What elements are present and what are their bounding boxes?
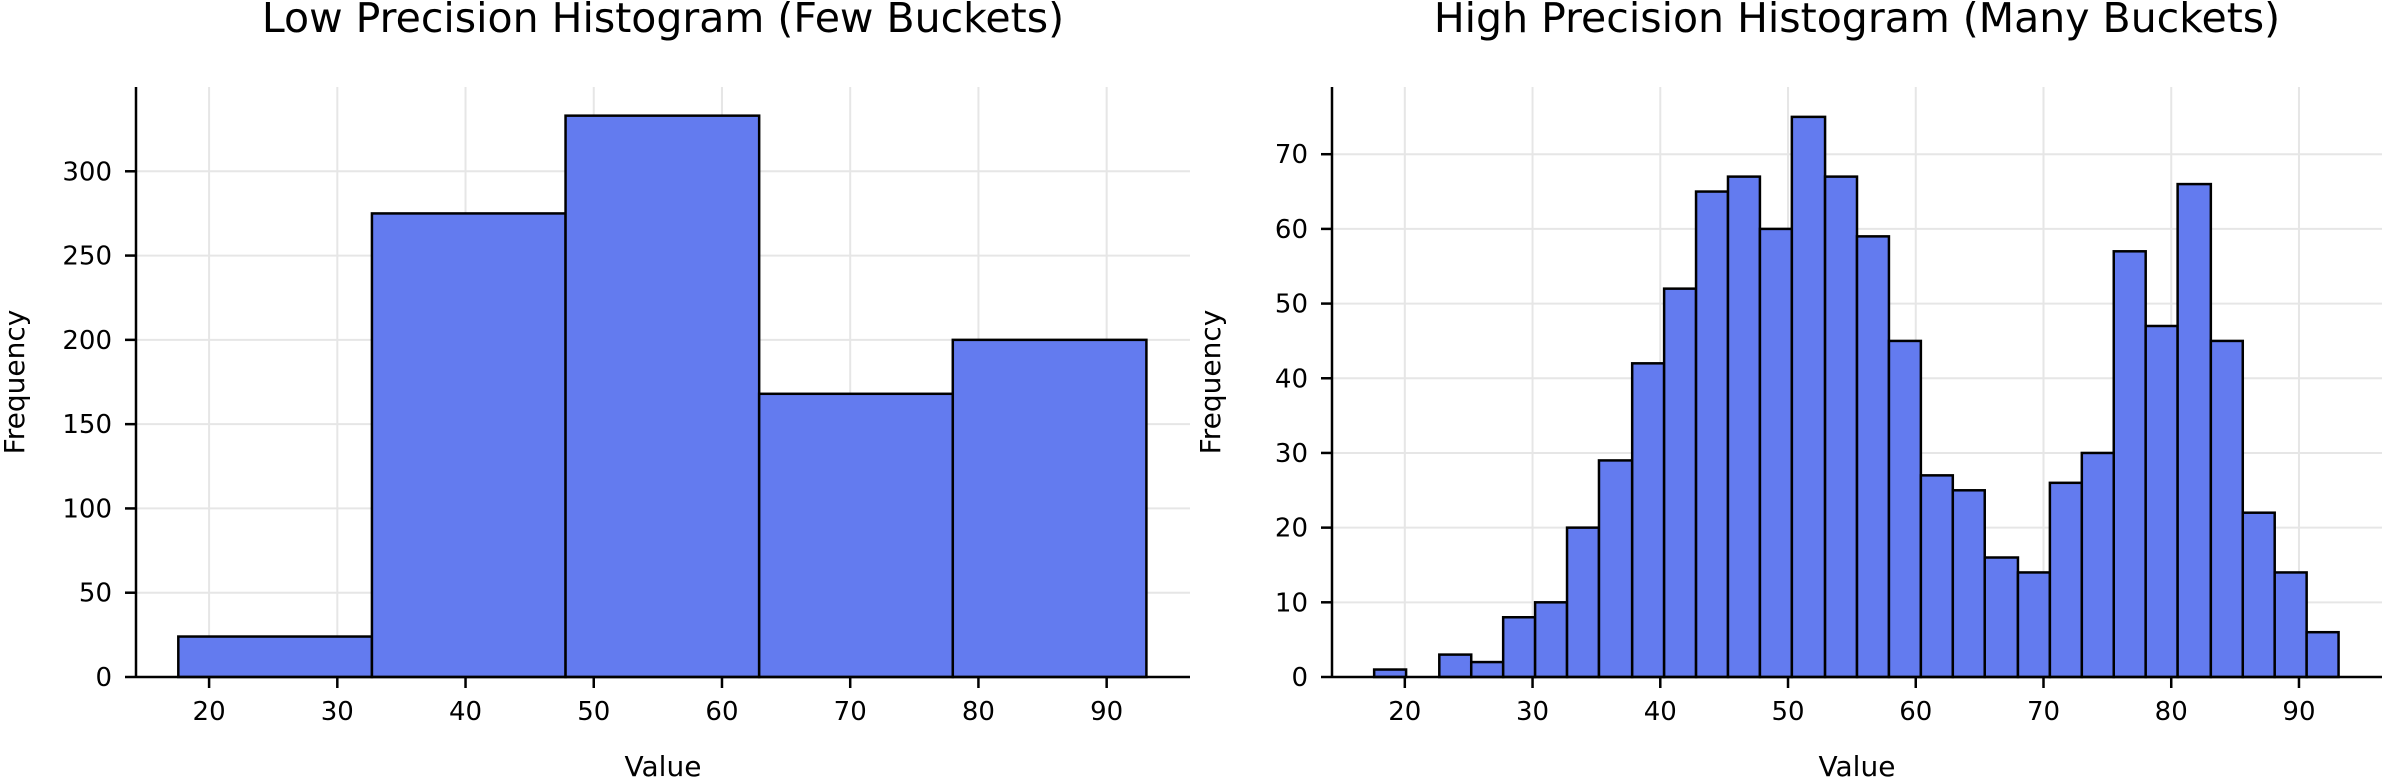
histogram-bar <box>564 114 761 679</box>
x-axis-label: Value <box>625 750 702 783</box>
histogram-bar <box>757 392 955 679</box>
y-tick-label: 200 <box>62 326 112 356</box>
histogram-bar <box>1501 616 1537 679</box>
y-tick-label: 300 <box>62 157 112 187</box>
histogram-bar <box>1597 459 1634 679</box>
histogram-bar <box>1438 653 1473 679</box>
y-axis-label: Frequency <box>0 310 31 455</box>
histogram-bar <box>2305 630 2340 679</box>
histogram-bar <box>2112 250 2147 679</box>
histogram-bar <box>1887 339 1923 679</box>
x-tick-label: 40 <box>449 697 482 727</box>
histogram-bar <box>1630 362 1666 679</box>
chart-title: High Precision Histogram (Many Buckets) <box>1434 0 2280 42</box>
y-tick-label: 250 <box>62 242 112 272</box>
histogram-bar <box>1983 556 2020 679</box>
y-tick-label: 60 <box>1275 215 1308 245</box>
y-tick-label: 10 <box>1275 588 1308 618</box>
y-tick-label: 50 <box>1275 290 1308 320</box>
histogram-bar <box>1790 115 1827 679</box>
histogram-bar <box>2209 339 2245 679</box>
y-tick-label: 70 <box>1275 140 1308 170</box>
histogram-bar <box>1565 526 1601 679</box>
histogram-bar <box>177 635 374 679</box>
x-tick-label: 20 <box>193 697 226 727</box>
y-tick-label: 30 <box>1275 439 1308 469</box>
x-tick-label: 70 <box>2027 697 2060 727</box>
histogram-panel-2: 20 30 40 50 60 70 80 90 0 10 20 30 40 50 60 70 Value Freq… <box>1194 0 2382 783</box>
x-tick-label: 50 <box>1771 697 1804 727</box>
y-tick-label: 150 <box>62 410 112 440</box>
histogram-bar <box>1855 235 1891 679</box>
histogram-bar <box>1694 190 1730 679</box>
histogram-bar <box>1919 474 1955 679</box>
histogram-bar <box>1469 660 1505 679</box>
y-tick-label: 100 <box>62 494 112 524</box>
y-tick-label: 0 <box>95 663 112 693</box>
x-tick-label: 30 <box>1516 697 1549 727</box>
x-axis-label: Value <box>1819 750 1896 783</box>
x-tick-label: 30 <box>321 697 354 727</box>
x-tick-label: 80 <box>2155 697 2188 727</box>
y-axis-label: Frequency <box>1194 310 1227 455</box>
histogram-bar <box>2176 182 2213 679</box>
histogram-bar <box>1726 175 1762 679</box>
x-tick-label: 50 <box>577 697 610 727</box>
x-tick-label: 20 <box>1388 697 1421 727</box>
histogram-bar <box>951 338 1148 679</box>
histogram-bar <box>1951 489 1986 679</box>
histogram-bar <box>2144 324 2179 679</box>
x-tick-label: 90 <box>1090 697 1123 727</box>
x-tick-label: 80 <box>962 697 995 727</box>
chart-title: Low Precision Histogram (Few Buckets) <box>262 0 1064 42</box>
histogram-bar <box>1662 287 1698 679</box>
histogram-bar <box>1758 227 1794 679</box>
histogram-bar <box>370 212 567 679</box>
histogram-bar <box>2016 571 2052 679</box>
x-tick-label: 60 <box>1899 697 1932 727</box>
y-tick-label: 0 <box>1291 663 1308 693</box>
x-tick-label: 90 <box>2282 697 2315 727</box>
y-tick-label: 40 <box>1275 364 1308 394</box>
histogram-bar <box>2241 511 2276 679</box>
x-tick-label: 70 <box>834 697 867 727</box>
y-tick-label: 20 <box>1275 514 1308 544</box>
histogram-bar <box>2080 451 2116 679</box>
histogram-bar <box>1823 175 1859 679</box>
x-tick-label: 60 <box>705 697 738 727</box>
histogram-panel-1: 20 30 40 50 60 70 80 90 0 50 100 150 200 250 300 Value F… <box>0 0 1190 783</box>
histogram-bar <box>2273 571 2308 679</box>
y-tick-label: 50 <box>79 579 112 609</box>
x-tick-label: 40 <box>1644 697 1677 727</box>
histogram-bar <box>1533 601 1569 679</box>
histogram-bar <box>2048 481 2084 679</box>
